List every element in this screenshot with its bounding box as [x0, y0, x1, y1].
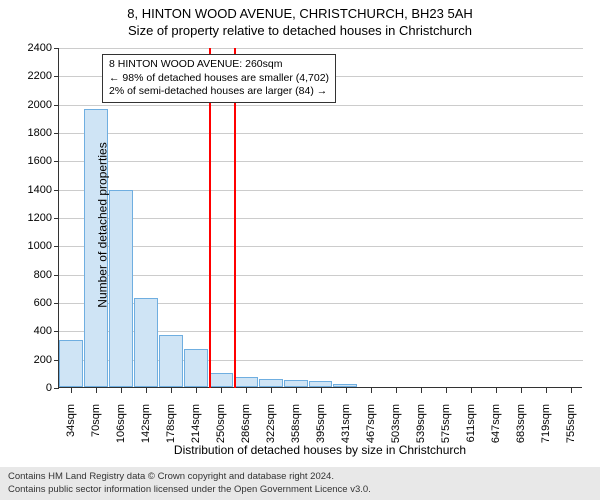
histogram-bar [134, 298, 158, 387]
ytick-label: 400 [12, 325, 52, 337]
histogram-bar [59, 340, 83, 387]
histogram-bar [234, 377, 258, 387]
histogram-bar [184, 349, 208, 387]
annotation-line-1: 8 HINTON WOOD AVENUE: 260sqm [109, 58, 329, 72]
xtick-mark [396, 388, 397, 393]
xtick-mark [71, 388, 72, 393]
gridline [59, 246, 583, 247]
xtick-mark [121, 388, 122, 393]
xtick-mark [221, 388, 222, 393]
histogram-bar [284, 380, 308, 387]
ytick-label: 0 [12, 382, 52, 394]
ytick-mark [54, 76, 59, 77]
xtick-mark [371, 388, 372, 393]
ytick-label: 1200 [12, 212, 52, 224]
y-axis-label: Number of detached properties [96, 142, 110, 307]
ytick-label: 1400 [12, 184, 52, 196]
ytick-mark [54, 161, 59, 162]
gridline [59, 161, 583, 162]
xtick-mark [96, 388, 97, 393]
ytick-mark [54, 303, 59, 304]
ytick-label: 2000 [12, 99, 52, 111]
xtick-mark [446, 388, 447, 393]
xtick-mark [321, 388, 322, 393]
ytick-mark [54, 105, 59, 106]
histogram-bar [109, 190, 133, 387]
ytick-mark [54, 218, 59, 219]
ytick-mark [54, 388, 59, 389]
xtick-mark [346, 388, 347, 393]
ytick-label: 800 [12, 269, 52, 281]
histogram-bar [259, 379, 283, 388]
ytick-mark [54, 190, 59, 191]
ytick-mark [54, 133, 59, 134]
xtick-mark [171, 388, 172, 393]
ytick-mark [54, 48, 59, 49]
page-title-1: 8, HINTON WOOD AVENUE, CHRISTCHURCH, BH2… [0, 0, 600, 21]
gridline [59, 275, 583, 276]
histogram-bar [333, 384, 357, 387]
gridline [59, 190, 583, 191]
xtick-mark [521, 388, 522, 393]
ytick-label: 200 [12, 354, 52, 366]
xtick-mark [196, 388, 197, 393]
xtick-mark [421, 388, 422, 393]
ytick-label: 600 [12, 297, 52, 309]
annotation-line-2: ← 98% of detached houses are smaller (4,… [109, 72, 329, 86]
gridline [59, 48, 583, 49]
gridline [59, 133, 583, 134]
histogram-bar [309, 381, 333, 387]
xtick-mark [571, 388, 572, 393]
xtick-mark [146, 388, 147, 393]
chart: 0200400600800100012001400160018002000220… [58, 48, 582, 426]
ytick-mark [54, 275, 59, 276]
xtick-mark [246, 388, 247, 393]
ytick-label: 1800 [12, 127, 52, 139]
ytick-mark [54, 246, 59, 247]
ytick-label: 2200 [12, 70, 52, 82]
histogram-bar [159, 335, 183, 387]
page-title-2: Size of property relative to detached ho… [0, 21, 600, 38]
footer-line-1: Contains HM Land Registry data © Crown c… [8, 471, 592, 483]
xtick-mark [496, 388, 497, 393]
ytick-label: 1600 [12, 155, 52, 167]
xtick-mark [271, 388, 272, 393]
gridline [59, 105, 583, 106]
annotation-line-3: 2% of semi-detached houses are larger (8… [109, 85, 329, 99]
xtick-mark [471, 388, 472, 393]
xtick-mark [546, 388, 547, 393]
footer-line-2: Contains public sector information licen… [8, 484, 592, 496]
x-axis-label: Distribution of detached houses by size … [58, 443, 582, 457]
footer: Contains HM Land Registry data © Crown c… [0, 467, 600, 500]
ytick-mark [54, 331, 59, 332]
annotation-box: 8 HINTON WOOD AVENUE: 260sqm ← 98% of de… [102, 54, 336, 103]
ytick-label: 1000 [12, 240, 52, 252]
gridline [59, 218, 583, 219]
histogram-bar [209, 373, 233, 387]
ytick-label: 2400 [12, 42, 52, 54]
xtick-mark [296, 388, 297, 393]
